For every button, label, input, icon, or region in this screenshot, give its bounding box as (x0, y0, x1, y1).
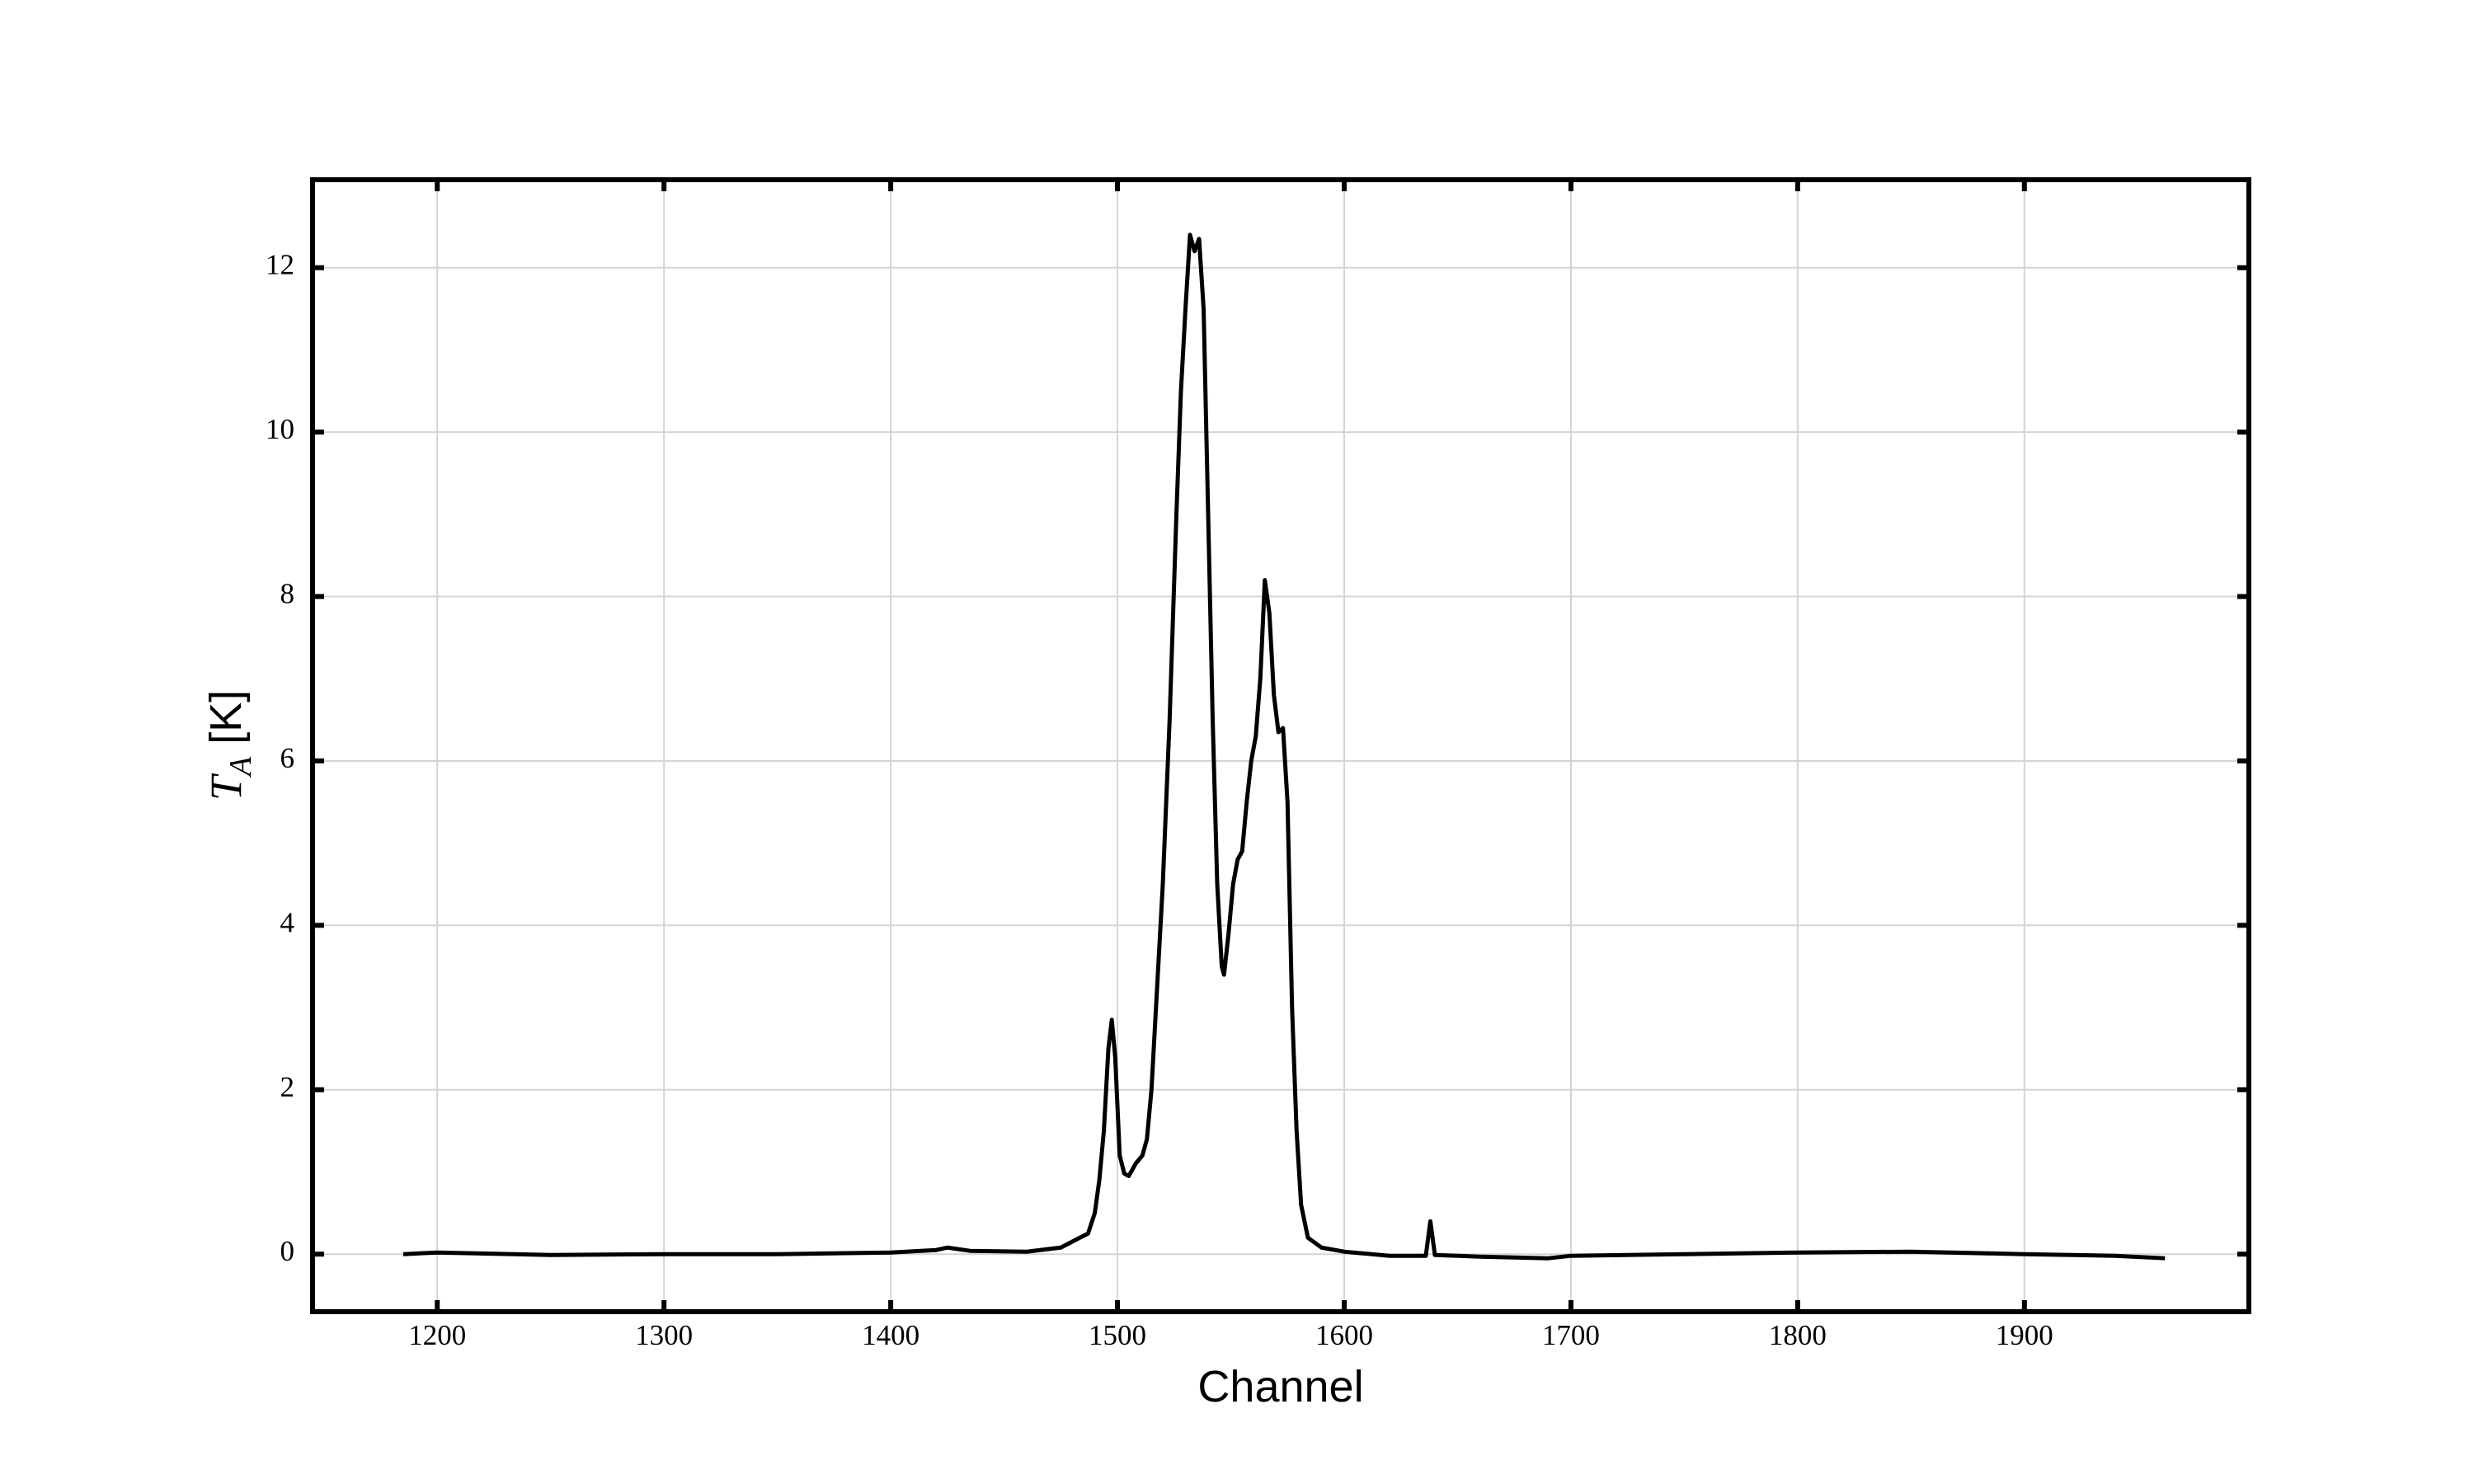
x-tick-label: 1400 (862, 1319, 920, 1351)
y-tick-label: 6 (280, 742, 295, 774)
x-tick-label: 1900 (1996, 1319, 2053, 1351)
y-tick-label: 0 (280, 1235, 295, 1267)
x-tick-label: 1700 (1542, 1319, 1600, 1351)
y-tick-label: 12 (266, 249, 294, 281)
y-tick-label: 8 (280, 578, 295, 610)
y-tick-label: 10 (266, 413, 294, 445)
x-tick-label: 1600 (1315, 1319, 1373, 1351)
line-series (402, 232, 2166, 1261)
y-tick-label: 4 (280, 906, 295, 938)
plot-area (402, 232, 2166, 1261)
y-tick-label: 2 (280, 1071, 295, 1103)
x-tick-label: 1300 (635, 1319, 693, 1351)
x-tick-label: 1200 (408, 1319, 466, 1351)
axes-frame (310, 177, 2251, 1314)
x-tick-label: 1500 (1089, 1319, 1146, 1351)
y-axis-label: TA [K] (201, 690, 258, 801)
x-axis-label: Channel (1197, 1362, 1363, 1411)
grid (313, 180, 2249, 1312)
x-tick-label: 1800 (1769, 1319, 1827, 1351)
